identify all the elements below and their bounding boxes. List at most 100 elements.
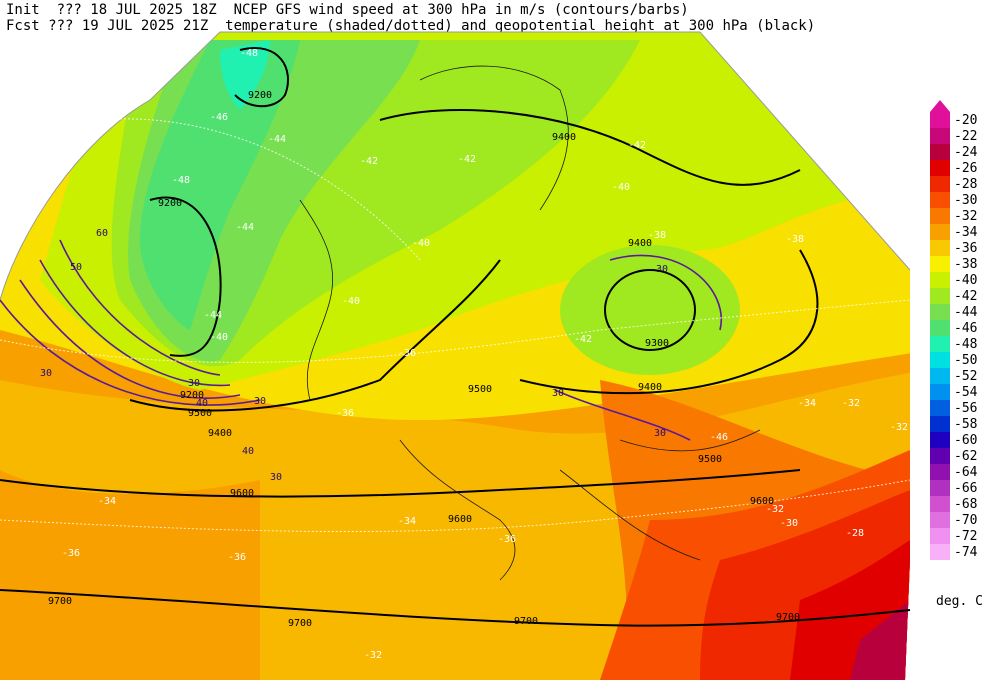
temp-label: -34	[798, 398, 816, 409]
height-label: 9400	[638, 382, 662, 393]
coastlines	[299, 65, 761, 581]
wind-label: 30	[254, 396, 266, 407]
legend-entry: -62	[928, 448, 1000, 464]
height-contours	[0, 47, 911, 627]
legend-label: -58	[954, 417, 978, 432]
wind-label: 40	[196, 398, 208, 409]
temp-label: -30	[780, 518, 798, 529]
legend-swatch	[930, 464, 950, 480]
legend-swatch	[930, 192, 950, 208]
legend-label: -74	[954, 545, 978, 560]
legend-swatch	[930, 288, 950, 304]
temp-label: -42	[458, 154, 476, 165]
legend-label: -38	[954, 257, 978, 272]
height-label: 9600	[750, 496, 774, 507]
legend-entry: -28	[928, 176, 1000, 192]
legend-entry: -60	[928, 432, 1000, 448]
temp-label: -42	[628, 140, 646, 151]
legend-entry: -32	[928, 208, 1000, 224]
legend-swatch	[930, 480, 950, 496]
wind-label: 30	[270, 472, 282, 483]
height-label: 9300	[645, 338, 669, 349]
temp-label: -38	[786, 234, 804, 245]
legend-label: -54	[954, 385, 978, 400]
height-label: 9400	[208, 428, 232, 439]
legend-label: -22	[954, 129, 978, 144]
legend-swatch	[930, 208, 950, 224]
legend-swatch	[930, 384, 950, 400]
legend-label: -24	[954, 145, 978, 160]
legend-entry: -68	[928, 496, 1000, 512]
wind-label: 30	[552, 388, 564, 399]
legend-label: -28	[954, 177, 978, 192]
legend-label: -64	[954, 465, 978, 480]
legend-label: -48	[954, 337, 978, 352]
legend-entry: -66	[928, 480, 1000, 496]
legend-swatch	[930, 256, 950, 272]
header-init-line: Init ??? 18 JUL 2025 18Z NCEP GFS wind s…	[6, 2, 689, 18]
legend-entry: -72	[928, 528, 1000, 544]
legend-entry: -24	[928, 144, 1000, 160]
legend-label: -44	[954, 305, 978, 320]
legend-swatch	[930, 400, 950, 416]
height-label: 9400	[628, 238, 652, 249]
legend-swatch	[930, 416, 950, 432]
height-label: 9500	[188, 408, 212, 419]
legend-entry: -74	[928, 544, 1000, 560]
legend-label: -42	[954, 289, 978, 304]
temp-label: -36	[62, 548, 80, 559]
legend-top-arrow	[930, 100, 950, 112]
legend-entry: -34	[928, 224, 1000, 240]
legend-label: -72	[954, 529, 978, 544]
temp-label: -40	[210, 332, 228, 343]
height-label: 9400	[552, 132, 576, 143]
wind-label: 30	[654, 428, 666, 439]
legend-label: -52	[954, 369, 978, 384]
legend-label: -70	[954, 513, 978, 528]
legend-entry: -56	[928, 400, 1000, 416]
height-label: 9600	[448, 514, 472, 525]
temp-label: -34	[98, 496, 116, 507]
temp-label: -48	[172, 175, 190, 186]
temp-label: -42	[360, 156, 378, 167]
legend-swatch	[930, 224, 950, 240]
legend-entry: -36	[928, 240, 1000, 256]
legend-label: -32	[954, 209, 978, 224]
legend-entry: -64	[928, 464, 1000, 480]
legend-swatch	[930, 512, 950, 528]
height-label: 9500	[698, 454, 722, 465]
wind-label: 30	[188, 378, 200, 389]
wind-label: 30	[656, 264, 668, 275]
temp-label: -40	[412, 238, 430, 249]
legend-swatch	[930, 304, 950, 320]
legend-entry: -26	[928, 160, 1000, 176]
legend-swatch	[930, 272, 950, 288]
legend-label: -56	[954, 401, 978, 416]
height-labels: 9200 9200 9200 9400 9400 9300 9400 9500 …	[48, 90, 800, 629]
legend-label: -60	[954, 433, 978, 448]
legend-swatch	[930, 112, 950, 128]
legend-swatch	[930, 544, 950, 560]
legend-units-label: deg. C	[936, 594, 983, 609]
legend-label: -62	[954, 449, 978, 464]
header-forecast-line: Fcst ??? 19 JUL 2025 21Z temperature (sh…	[6, 18, 816, 34]
height-label: 9700	[48, 596, 72, 607]
legend-swatch	[930, 128, 950, 144]
legend-entry: -70	[928, 512, 1000, 528]
legend-swatch	[930, 352, 950, 368]
legend-swatch	[930, 448, 950, 464]
legend-swatch	[930, 368, 950, 384]
legend-label: -30	[954, 193, 978, 208]
height-label: 9200	[158, 198, 182, 209]
temp-label: -34	[398, 516, 416, 527]
legend-swatch	[930, 160, 950, 176]
temp-label: -46	[710, 432, 728, 443]
temperature-legend: -20 -22 -24 -26 -28 -30 -32 -34 -36 -38 -40 -42 -44-…	[928, 100, 1000, 572]
legend-entry: -58	[928, 416, 1000, 432]
legend-label: -46	[954, 321, 978, 336]
legend-entry: -22	[928, 128, 1000, 144]
legend-entry: -50	[928, 352, 1000, 368]
legend-swatch	[930, 176, 950, 192]
legend-swatch	[930, 144, 950, 160]
